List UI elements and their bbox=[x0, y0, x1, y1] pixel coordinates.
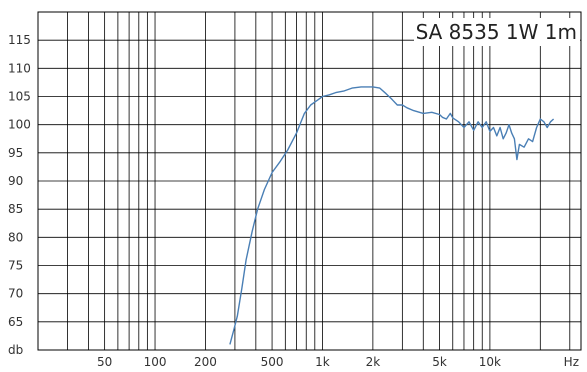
x-tick-label: 2k bbox=[366, 355, 381, 369]
x-tick-label: 200 bbox=[194, 355, 217, 369]
y-tick-label: 75 bbox=[8, 259, 23, 273]
chart-title-group: SA 8535 1W 1m bbox=[414, 18, 580, 46]
series-layer bbox=[229, 86, 555, 345]
series-line-0 bbox=[229, 86, 555, 345]
y-tick-label: 90 bbox=[8, 174, 23, 188]
chart-title: SA 8535 1W 1m bbox=[416, 20, 577, 44]
y-tick-label: 70 bbox=[8, 287, 23, 301]
x-tick-label: 10k bbox=[479, 355, 501, 369]
y-tick-label: 85 bbox=[8, 202, 23, 216]
chart-title-background bbox=[414, 18, 580, 46]
y-unit-label: db bbox=[8, 343, 23, 357]
x-tick-label: 50 bbox=[97, 355, 112, 369]
y-tick-label: 65 bbox=[8, 315, 23, 329]
y-tick-label: 100 bbox=[8, 118, 31, 132]
x-tick-label: 500 bbox=[261, 355, 284, 369]
y-tick-label: 95 bbox=[8, 146, 23, 160]
y-axis: 65 70 75 80 85 90 95 100 105 110 115 db bbox=[8, 33, 31, 357]
x-unit-label: Hz bbox=[564, 355, 579, 369]
y-tick-label: 110 bbox=[8, 61, 31, 75]
y-tick-label: 80 bbox=[8, 230, 23, 244]
y-tick-label: 115 bbox=[8, 33, 31, 47]
x-tick-label: 100 bbox=[144, 355, 167, 369]
plot-frame bbox=[37, 11, 582, 351]
x-tick-label: 5k bbox=[432, 355, 447, 369]
x-tick-label: 1k bbox=[315, 355, 330, 369]
y-tick-label: 105 bbox=[8, 90, 31, 104]
x-axis: 50 100 200 500 1k 2k 5k 10k Hz bbox=[97, 355, 579, 369]
